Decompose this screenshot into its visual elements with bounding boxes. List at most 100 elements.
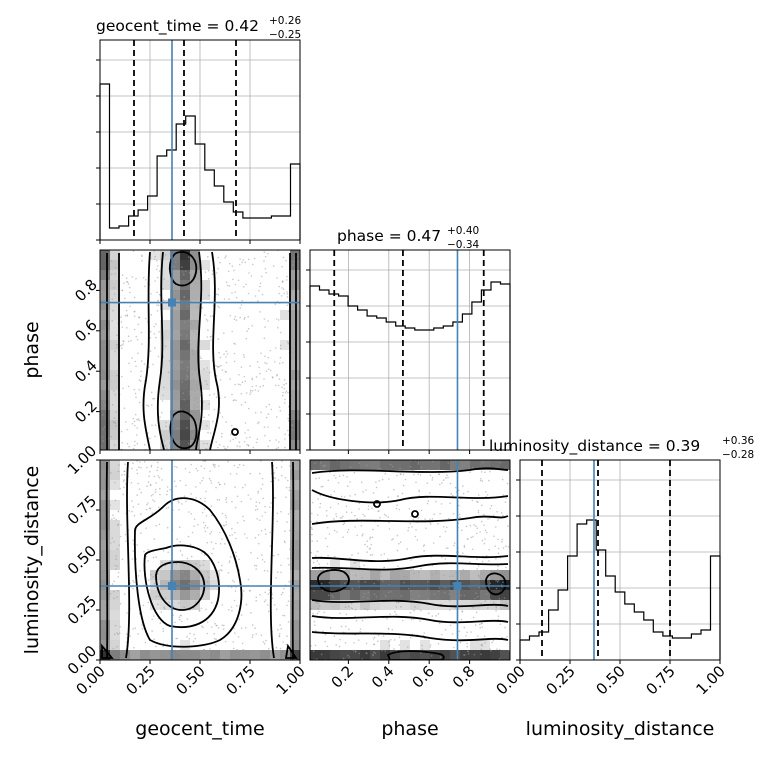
density-cell <box>340 570 350 580</box>
density-cell <box>260 650 270 660</box>
density-cell <box>290 340 300 350</box>
sample-point <box>289 595 292 597</box>
density-cell <box>380 650 390 660</box>
sample-point <box>119 535 122 538</box>
sample-point <box>149 484 152 487</box>
sample-point <box>504 626 506 629</box>
sample-point <box>268 403 271 406</box>
sample-point <box>477 565 480 567</box>
sample-point <box>364 581 367 583</box>
density-cell <box>200 590 210 600</box>
sample-point <box>275 439 278 441</box>
density-cell <box>450 590 460 600</box>
density-cell <box>100 510 110 520</box>
sample-point <box>326 568 329 571</box>
sample-point <box>463 546 466 548</box>
density-cell <box>180 390 190 400</box>
sample-point <box>111 404 114 406</box>
sample-point <box>137 633 139 635</box>
sample-point <box>311 540 314 542</box>
sample-point <box>298 335 300 338</box>
sample-point <box>228 609 230 611</box>
sample-point <box>134 627 136 629</box>
sample-point <box>284 446 286 449</box>
density-cell <box>360 460 370 470</box>
density-cell <box>190 260 200 270</box>
density-cell <box>190 410 200 420</box>
sample-point <box>431 573 434 576</box>
density-cell <box>200 380 210 390</box>
sample-point <box>285 643 288 646</box>
sample-point <box>463 654 465 656</box>
sample-point <box>113 580 115 582</box>
sample-point <box>208 403 210 405</box>
sample-point <box>345 625 347 628</box>
sample-point <box>127 385 130 388</box>
density-cell <box>110 250 120 260</box>
sample-point <box>240 393 243 395</box>
sample-point <box>276 520 278 523</box>
density-cell <box>190 390 200 400</box>
density-cell <box>190 380 200 390</box>
sample-point <box>132 539 134 542</box>
sample-point <box>488 560 490 562</box>
sample-point <box>410 618 413 621</box>
sample-point <box>188 471 191 474</box>
density-cell <box>470 570 480 580</box>
sample-point <box>346 531 349 533</box>
sample-point <box>254 295 257 297</box>
sample-point <box>481 480 484 482</box>
sample-point <box>123 407 126 410</box>
sample-point <box>481 645 484 647</box>
density-cell <box>190 570 200 580</box>
density-cell <box>290 360 300 370</box>
sample-point <box>218 656 220 659</box>
sample-point <box>489 470 491 473</box>
sample-point <box>505 545 507 547</box>
sample-point <box>499 648 501 651</box>
density-cell <box>200 420 210 430</box>
sample-point <box>185 500 187 503</box>
sample-point <box>115 425 117 427</box>
sample-point <box>229 433 232 436</box>
sample-point <box>287 513 290 515</box>
sample-point <box>155 556 157 558</box>
sample-point <box>210 514 213 517</box>
sample-point <box>354 493 357 496</box>
sample-point <box>251 636 254 639</box>
sample-point <box>123 593 126 595</box>
sample-point <box>176 427 178 430</box>
sample-point <box>116 632 118 634</box>
density-cell <box>160 320 170 330</box>
density-cell <box>410 590 420 600</box>
sample-point <box>495 606 498 609</box>
sample-point <box>188 390 191 393</box>
sample-point <box>110 273 113 275</box>
sample-point <box>189 632 191 635</box>
sample-point <box>442 479 445 481</box>
sample-point <box>505 497 507 499</box>
sample-point <box>411 526 413 528</box>
sample-point <box>215 364 217 367</box>
sample-point <box>231 292 233 294</box>
sample-point <box>242 354 245 356</box>
sample-point <box>326 526 329 529</box>
density-cell <box>410 600 420 610</box>
sample-point <box>367 505 370 507</box>
sample-point <box>198 580 200 583</box>
sample-point <box>206 527 209 529</box>
sample-point <box>157 461 159 464</box>
sample-point <box>173 352 176 354</box>
sample-point <box>119 603 122 605</box>
density-cell <box>160 650 170 660</box>
sample-point <box>411 599 413 601</box>
density-cell <box>290 540 300 550</box>
sample-point <box>115 411 117 413</box>
sample-point <box>274 497 277 499</box>
sample-point <box>153 638 155 641</box>
sample-point <box>261 293 264 296</box>
sample-point <box>234 315 237 318</box>
sample-point <box>267 368 270 371</box>
sample-point <box>155 336 157 339</box>
density-cell <box>110 350 120 360</box>
